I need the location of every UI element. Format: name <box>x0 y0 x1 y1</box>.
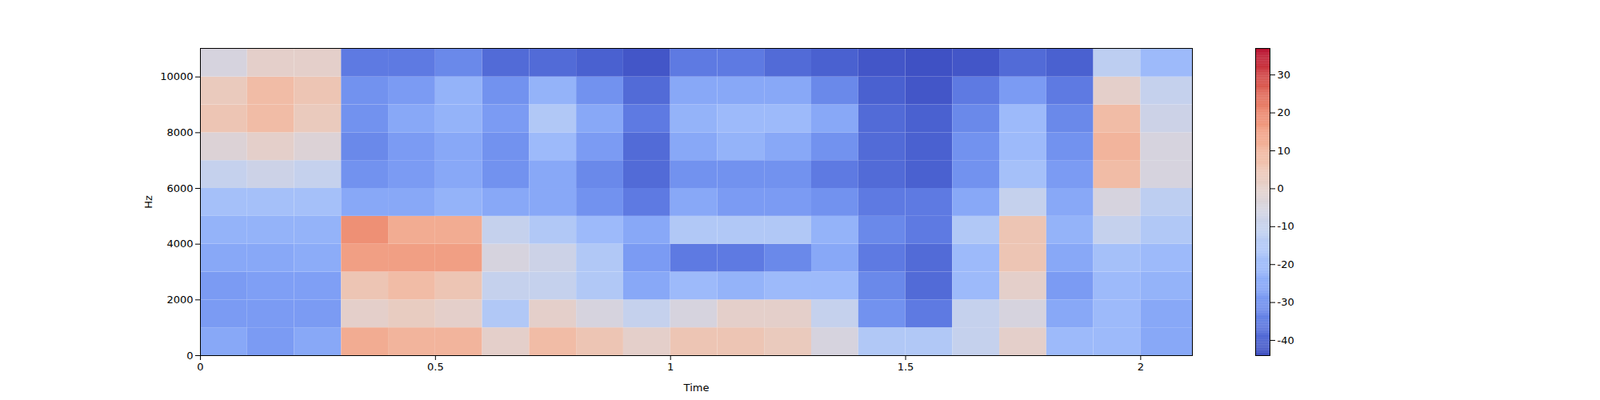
svg-text:30: 30 <box>1277 68 1292 81</box>
svg-text:10: 10 <box>1277 144 1292 157</box>
svg-text:10000: 10000 <box>160 70 193 83</box>
svg-text:0: 0 <box>196 360 204 373</box>
svg-text:-40: -40 <box>1277 334 1295 347</box>
svg-text:Hz: Hz <box>142 195 155 209</box>
svg-text:4000: 4000 <box>166 237 193 250</box>
svg-text:2: 2 <box>1137 360 1144 373</box>
svg-text:1: 1 <box>667 360 674 373</box>
svg-text:-30: -30 <box>1277 296 1295 308</box>
svg-text:Time: Time <box>683 381 710 394</box>
svg-text:6000: 6000 <box>166 182 193 195</box>
svg-text:-20: -20 <box>1277 258 1295 271</box>
svg-text:0: 0 <box>186 349 193 362</box>
svg-text:1.5: 1.5 <box>897 360 915 373</box>
svg-text:0: 0 <box>1277 182 1284 195</box>
svg-text:0.5: 0.5 <box>427 360 444 373</box>
svg-text:20: 20 <box>1277 106 1292 119</box>
svg-text:2000: 2000 <box>166 293 193 306</box>
svg-text:-10: -10 <box>1277 220 1295 232</box>
svg-text:8000: 8000 <box>166 126 193 139</box>
